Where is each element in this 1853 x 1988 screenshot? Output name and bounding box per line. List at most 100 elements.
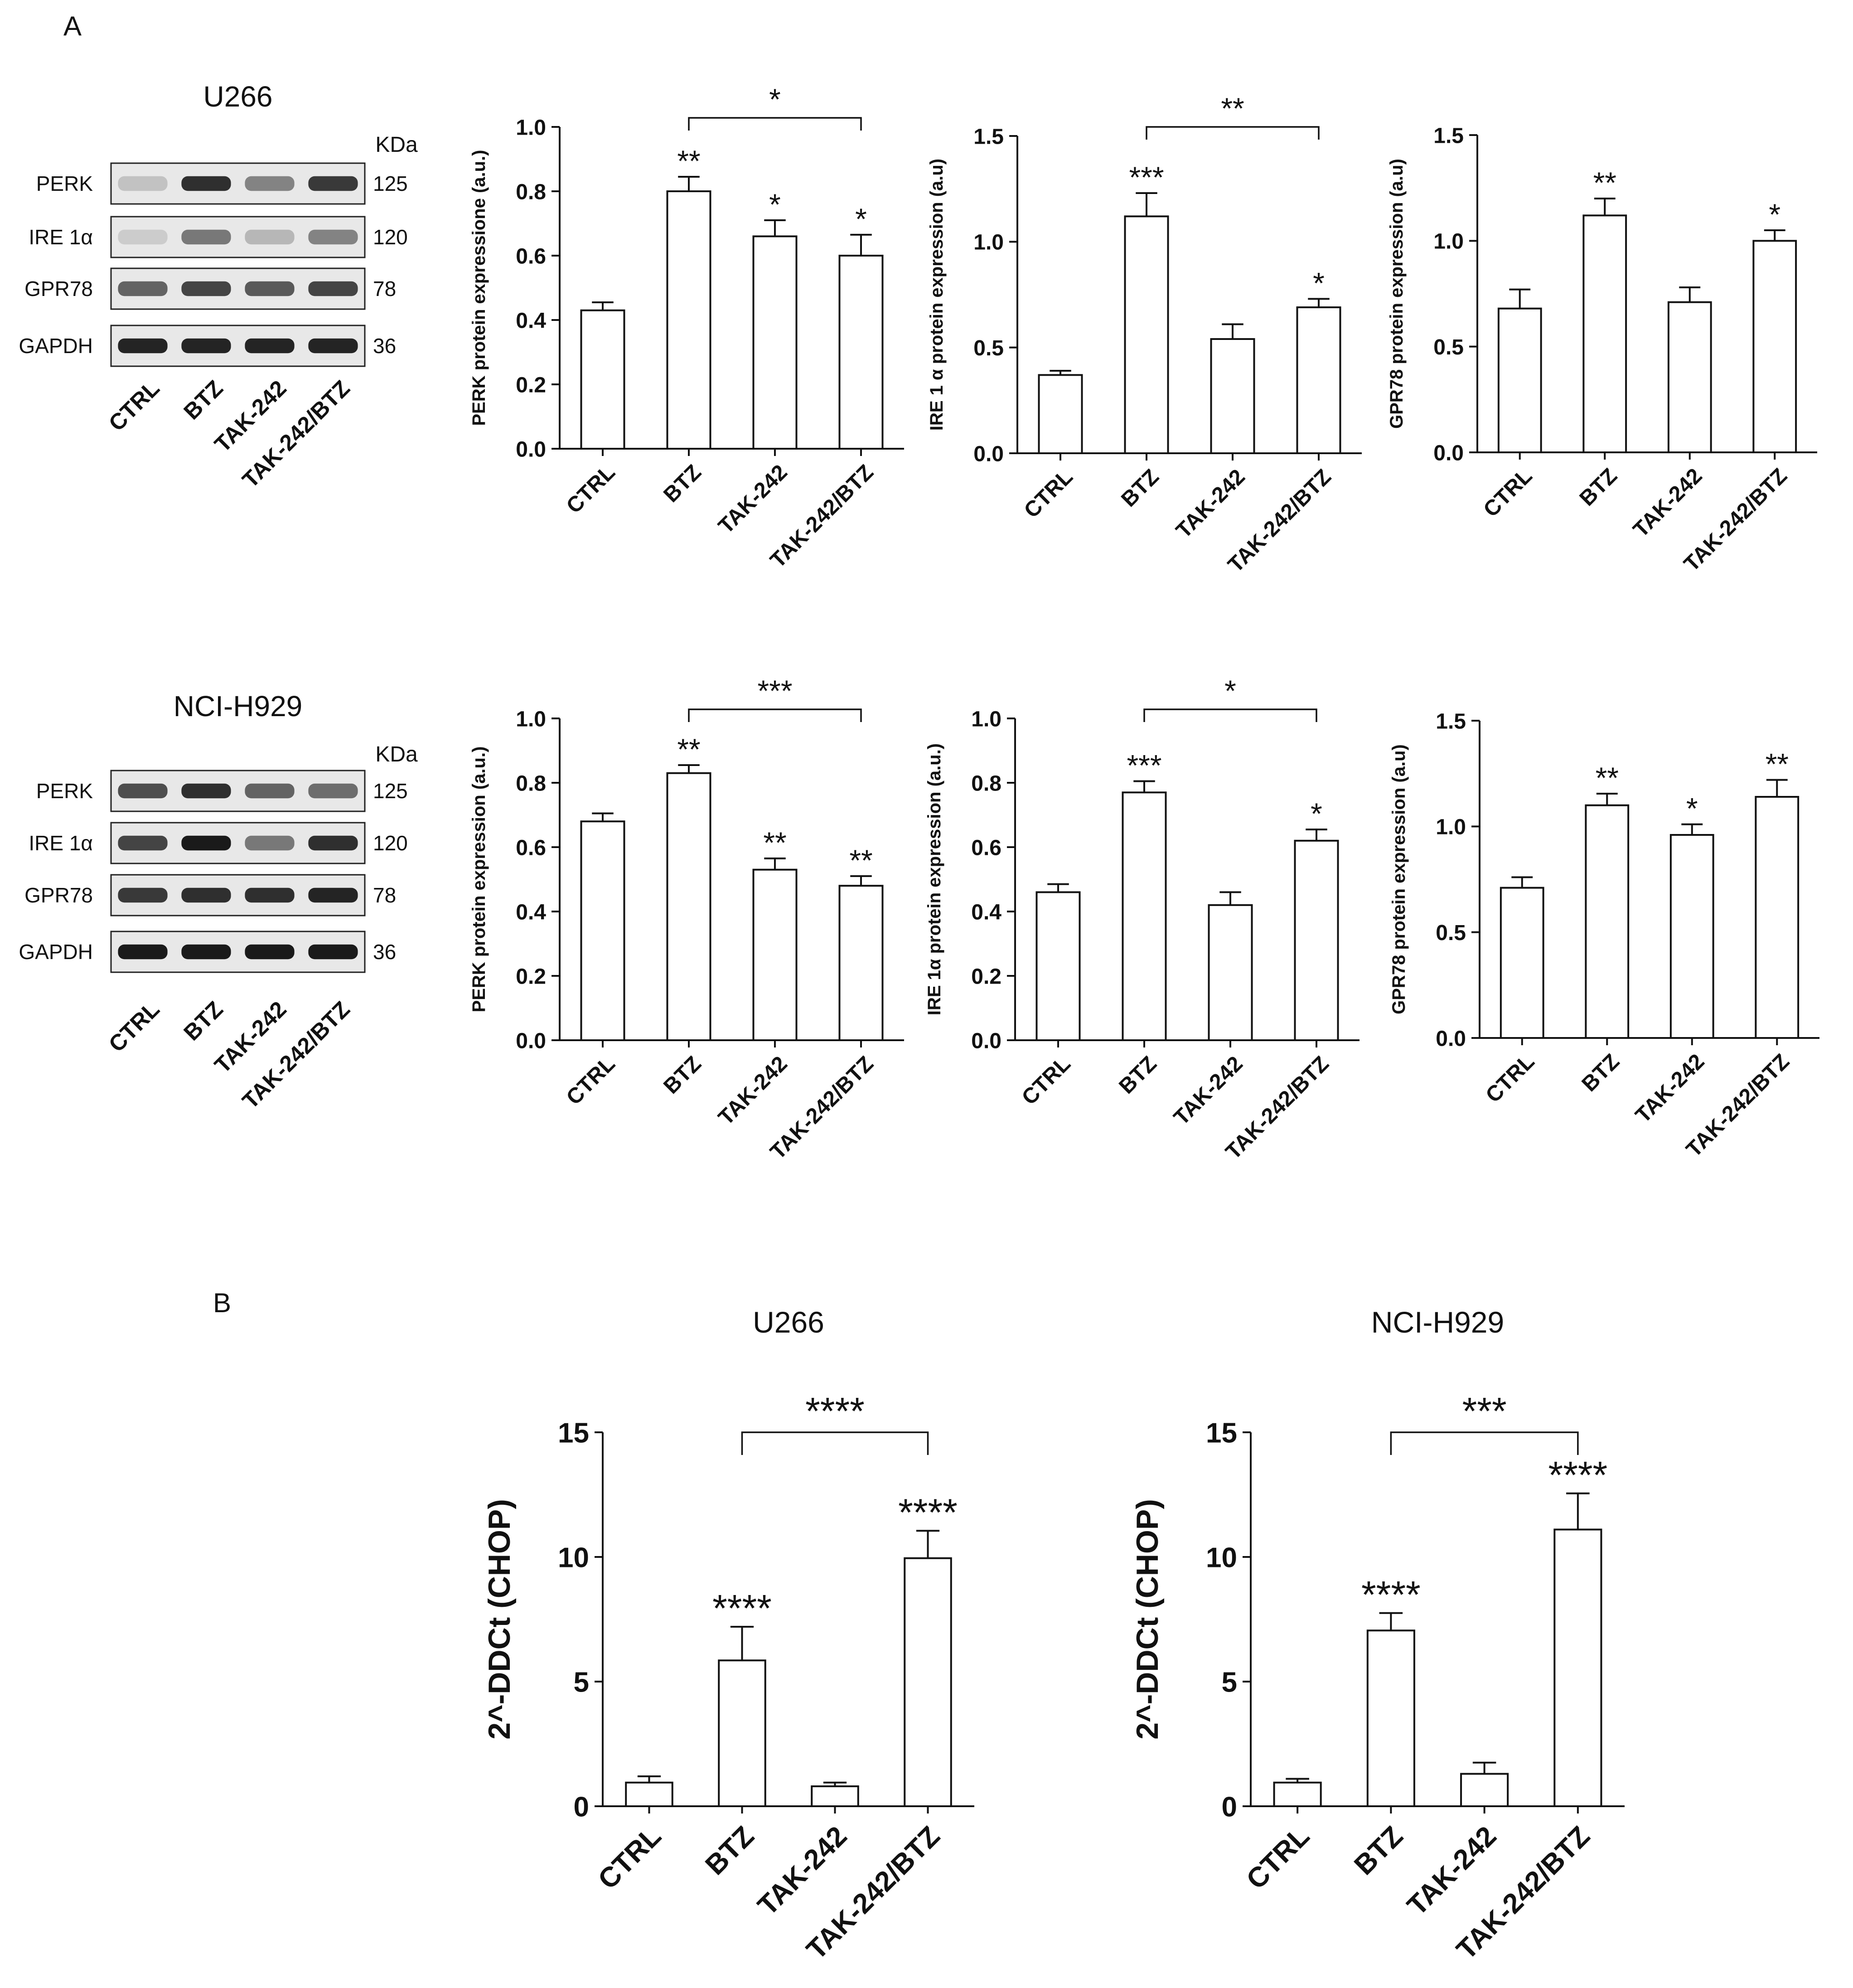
blot-band <box>245 835 295 851</box>
y-axis-label: PERK protein expression (a.u.) <box>469 747 489 1013</box>
bracket-stars: ** <box>1221 92 1244 125</box>
blot-band <box>118 944 168 960</box>
blot-kda-label: 125 <box>373 779 408 803</box>
blot-band <box>118 887 168 903</box>
blot-lane-label: TAK-242/BTZ <box>237 375 355 493</box>
y-tick-label: 10 <box>1206 1542 1237 1573</box>
significance-stars: ** <box>677 144 700 178</box>
x-category-label: TAK-242 <box>714 460 792 538</box>
x-category-label: CTRL <box>1240 1820 1316 1896</box>
blot-band <box>118 229 168 245</box>
blot-cell-line-title: NCI-H929 <box>174 690 303 722</box>
significance-stars: ** <box>763 826 786 859</box>
blot-protein-label: GPR78 <box>24 883 93 907</box>
bracket-stars: * <box>1224 674 1236 708</box>
comparison-bracket <box>1143 708 1317 722</box>
blot-band <box>245 783 295 799</box>
y-tick-label: 5 <box>1222 1667 1237 1698</box>
y-tick-label: 0.4 <box>516 900 546 924</box>
y-tick-label: 1.5 <box>1433 124 1464 148</box>
x-category-label: CTRL <box>1020 465 1078 523</box>
blot-band <box>118 176 168 191</box>
blot-band <box>181 281 231 296</box>
blot-band <box>308 944 358 960</box>
bar-charts: 0.0 0.2 0.4 0.6 0.8 1.0 PERK protein expressio… <box>469 82 1819 1966</box>
blot-band <box>245 887 295 903</box>
bar-chart-1: 0.0 0.2 0.4 0.6 0.8 1.0 PERK protein expressio… <box>469 82 904 572</box>
bracket-stars: *** <box>1462 1390 1507 1432</box>
x-category-label: BTZ <box>659 460 706 507</box>
bar <box>1500 887 1544 1039</box>
bar <box>1210 338 1255 454</box>
bar <box>1497 307 1542 454</box>
significance-stars: * <box>1311 797 1322 830</box>
blot-band <box>308 176 358 191</box>
bar-chart-4: 0.0 0.2 0.4 0.6 0.8 1.0 PERK protein expressio… <box>469 674 904 1164</box>
blot-band <box>181 229 231 245</box>
bar <box>904 1557 952 1807</box>
blot-lane-label: TAK-242/BTZ <box>237 996 355 1114</box>
comparison-bracket <box>1146 126 1320 140</box>
y-axis-label: IRE 1 α protein expression (a.u) <box>927 159 947 431</box>
bar <box>580 820 625 1041</box>
significance-stars: ** <box>1593 166 1616 199</box>
blot-band <box>118 281 168 296</box>
blot-band <box>118 338 168 354</box>
y-tick-label: 0 <box>1222 1791 1237 1823</box>
significance-stars: ** <box>677 732 700 766</box>
blot-2: NCI-H929 KDa PERK 125 IRE 1α 120 GPR78 78 GAPDH 3… <box>19 690 418 1114</box>
bar <box>666 772 711 1041</box>
y-tick-label: 0.8 <box>516 771 546 795</box>
significance-stars: **** <box>1548 1454 1607 1496</box>
bar <box>666 190 711 450</box>
blot-band <box>118 783 168 799</box>
y-tick-label: 15 <box>558 1417 589 1449</box>
y-tick-label: 0 <box>574 1791 589 1823</box>
x-category-label: TAK-242 <box>1629 464 1707 542</box>
blot-kda-label: 36 <box>373 334 396 358</box>
bar <box>1553 1528 1602 1807</box>
y-tick-label: 5 <box>574 1667 589 1698</box>
bracket-stars: *** <box>757 674 792 708</box>
y-axis-label: PERK protein expressione (a.u.) <box>469 150 489 426</box>
comparison-bracket <box>688 708 862 722</box>
blot-lane-label: CTRL <box>104 996 164 1057</box>
bar <box>625 1781 673 1807</box>
comparison-bracket <box>688 117 862 131</box>
blot-band <box>308 783 358 799</box>
blot-kda-label: 78 <box>373 883 396 907</box>
y-axis-label: IRE 1α protein expression (a.u.) <box>924 743 944 1015</box>
x-category-label: CTRL <box>1017 1052 1075 1110</box>
significance-stars: * <box>855 202 867 236</box>
bar <box>1582 214 1627 454</box>
blot-band <box>308 835 358 851</box>
blot-band <box>181 887 231 903</box>
y-tick-label: 1.0 <box>516 116 546 140</box>
x-category-label: BTZ <box>1114 1052 1161 1098</box>
bar <box>718 1659 766 1807</box>
bar <box>580 309 625 450</box>
y-tick-label: 0.6 <box>516 836 546 860</box>
blot-band <box>118 835 168 851</box>
y-tick-label: 1.0 <box>971 707 1001 731</box>
x-category-label: TAK-242 <box>1171 465 1250 543</box>
blot-1: U266 KDa PERK 125 IRE 1α 120 GPR78 78 GAPDH 36 CTR… <box>19 80 418 493</box>
x-category-label: BTZ <box>1117 465 1163 511</box>
kda-header: KDa <box>375 133 418 157</box>
blot-kda-label: 36 <box>373 940 396 964</box>
blot-cell-line-title: U266 <box>203 80 273 113</box>
comparison-bracket <box>1390 1431 1579 1455</box>
bar-chart-2: 0.0 0.5 1.0 1.5 IRE 1 α protein expression (… <box>927 92 1362 577</box>
blot-lane-label: BTZ <box>179 996 227 1045</box>
bar <box>1755 796 1800 1039</box>
blot-protein-label: GPR78 <box>24 277 93 301</box>
bar <box>838 255 884 450</box>
significance-stars: **** <box>712 1587 772 1629</box>
bar-chart-6: 0.0 0.5 1.0 1.5 GPR78 protein expression (a.… <box>1389 709 1819 1162</box>
y-tick-label: 0.5 <box>1436 921 1466 945</box>
chart-title: U266 <box>753 1305 824 1339</box>
y-tick-label: 1.5 <box>1436 709 1466 733</box>
bar <box>1669 834 1714 1039</box>
bar <box>1038 374 1083 454</box>
